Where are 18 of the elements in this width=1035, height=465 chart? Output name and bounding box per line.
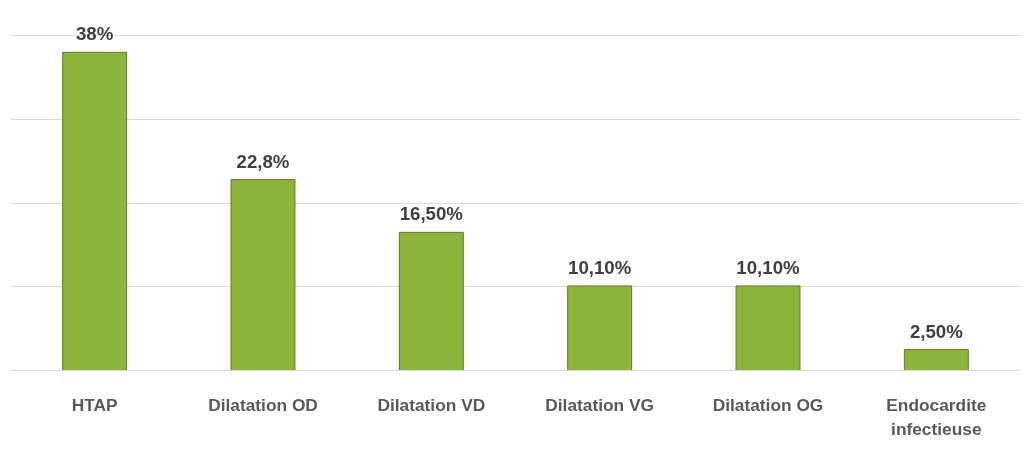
data-label: 10,10%	[568, 256, 632, 278]
x-tick-label: Dilatation VD	[377, 394, 486, 415]
bar	[62, 51, 128, 371]
x-tick-label: Dilatation OG	[712, 394, 824, 415]
bar	[735, 285, 801, 371]
data-label: 22,8%	[236, 150, 290, 172]
x-tick-label: Dilatation VG	[545, 394, 655, 415]
data-label: 10,10%	[736, 256, 801, 278]
bar	[398, 231, 464, 371]
bar	[230, 179, 296, 371]
x-tick-label: Endocardite infectieuse	[886, 394, 987, 439]
data-label: 38%	[76, 23, 114, 45]
data-label: 16,50%	[399, 203, 464, 225]
x-tick-label: Dilatation OD	[208, 394, 318, 415]
data-label: 2,50%	[909, 320, 964, 342]
bar	[567, 285, 633, 371]
x-tick-label: HTAP	[71, 394, 118, 415]
bar	[903, 349, 969, 371]
